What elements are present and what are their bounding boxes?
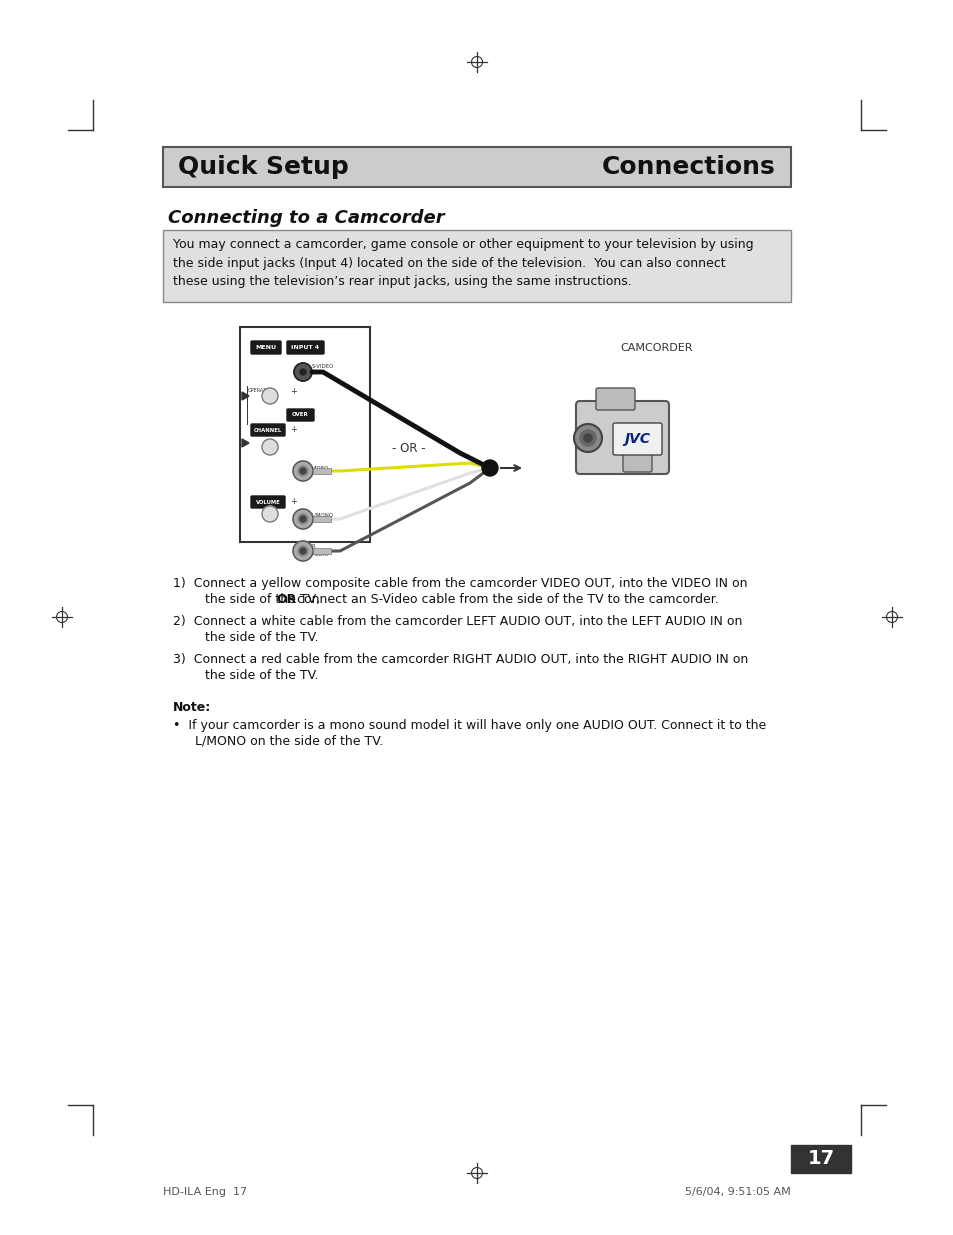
Text: L/MONO: L/MONO [312, 513, 334, 517]
Bar [313, 516, 331, 522]
FancyBboxPatch shape [596, 388, 635, 410]
Text: 3)  Connect a red cable from the camcorder RIGHT AUDIO OUT, into the RIGHT AUDIO: 3) Connect a red cable from the camcorde… [172, 653, 747, 666]
Text: 2)  Connect a white cable from the camcorder LEFT AUDIO OUT, into the LEFT AUDIO: 2) Connect a white cable from the camcor… [172, 615, 741, 629]
Bar [313, 468, 331, 474]
Text: 1)  Connect a yellow composite cable from the camcorder VIDEO OUT, into the VIDE: 1) Connect a yellow composite cable from… [172, 577, 747, 590]
Circle shape [297, 546, 308, 556]
Circle shape [583, 433, 592, 442]
Circle shape [297, 466, 308, 475]
Text: •  If your camcorder is a mono sound model it will have only one AUDIO OUT. Conn: • If your camcorder is a mono sound mode… [172, 719, 765, 732]
Text: Connections: Connections [601, 156, 775, 179]
Text: L/MONO on the side of the TV.: L/MONO on the side of the TV. [183, 735, 383, 748]
Text: Note:: Note: [172, 701, 211, 714]
Circle shape [293, 509, 313, 529]
Polygon shape [242, 438, 249, 447]
Circle shape [262, 388, 277, 404]
Text: +: + [290, 425, 296, 433]
Text: the side of the TV.: the side of the TV. [185, 631, 318, 643]
Bar [163, 230, 790, 303]
Text: R: R [312, 545, 315, 550]
Circle shape [262, 506, 277, 522]
Text: 17: 17 [806, 1150, 834, 1168]
Text: S-VIDEO: S-VIDEO [312, 363, 334, 368]
Bar [240, 327, 370, 542]
FancyBboxPatch shape [251, 424, 285, 436]
Circle shape [299, 369, 306, 375]
Circle shape [293, 461, 313, 480]
FancyBboxPatch shape [251, 496, 285, 508]
Text: AUDIO: AUDIO [312, 552, 330, 557]
Text: You may connect a camcorder, game console or other equipment to your television : You may connect a camcorder, game consol… [172, 238, 753, 288]
Circle shape [262, 438, 277, 454]
Text: connect an S-Video cable from the side of the TV to the camcorder.: connect an S-Video cable from the side o… [293, 593, 718, 606]
Text: the side of the TV,: the side of the TV, [185, 593, 324, 606]
Circle shape [299, 548, 306, 555]
Text: Connecting to a Camcorder: Connecting to a Camcorder [168, 209, 444, 227]
Text: HD-ILA Eng  17: HD-ILA Eng 17 [163, 1187, 247, 1197]
Text: INPUT 4: INPUT 4 [291, 345, 318, 350]
FancyBboxPatch shape [287, 409, 314, 421]
Text: +: + [290, 496, 296, 505]
FancyBboxPatch shape [622, 446, 651, 472]
Text: VOLUME: VOLUME [255, 499, 280, 505]
Circle shape [574, 424, 601, 452]
Circle shape [294, 363, 312, 382]
Text: CAMCORDER: CAMCORDER [619, 343, 692, 353]
Circle shape [297, 514, 308, 524]
FancyBboxPatch shape [287, 341, 324, 354]
Circle shape [299, 468, 306, 474]
Circle shape [579, 430, 596, 446]
Text: the side of the TV.: the side of the TV. [185, 669, 318, 682]
FancyBboxPatch shape [576, 401, 668, 474]
Text: VIDEO: VIDEO [312, 467, 329, 472]
Text: - OR -: - OR - [392, 441, 425, 454]
Text: Quick Setup: Quick Setup [178, 156, 349, 179]
Text: JVC: JVC [623, 432, 649, 446]
FancyBboxPatch shape [251, 341, 281, 354]
Circle shape [299, 516, 306, 522]
Circle shape [481, 459, 497, 475]
Text: 5/6/04, 9:51:05 AM: 5/6/04, 9:51:05 AM [684, 1187, 790, 1197]
Polygon shape [242, 391, 249, 400]
Text: MENU: MENU [255, 345, 276, 350]
Bar [790, 1145, 850, 1173]
Text: OR: OR [275, 593, 296, 606]
Text: +: + [290, 388, 296, 396]
Bar [313, 548, 331, 555]
Text: CHANNEL: CHANNEL [253, 427, 282, 432]
FancyBboxPatch shape [613, 424, 661, 454]
Text: OPERATE: OPERATE [248, 388, 270, 393]
Circle shape [293, 541, 313, 561]
Text: OVER: OVER [292, 412, 308, 417]
Bar [163, 147, 790, 186]
